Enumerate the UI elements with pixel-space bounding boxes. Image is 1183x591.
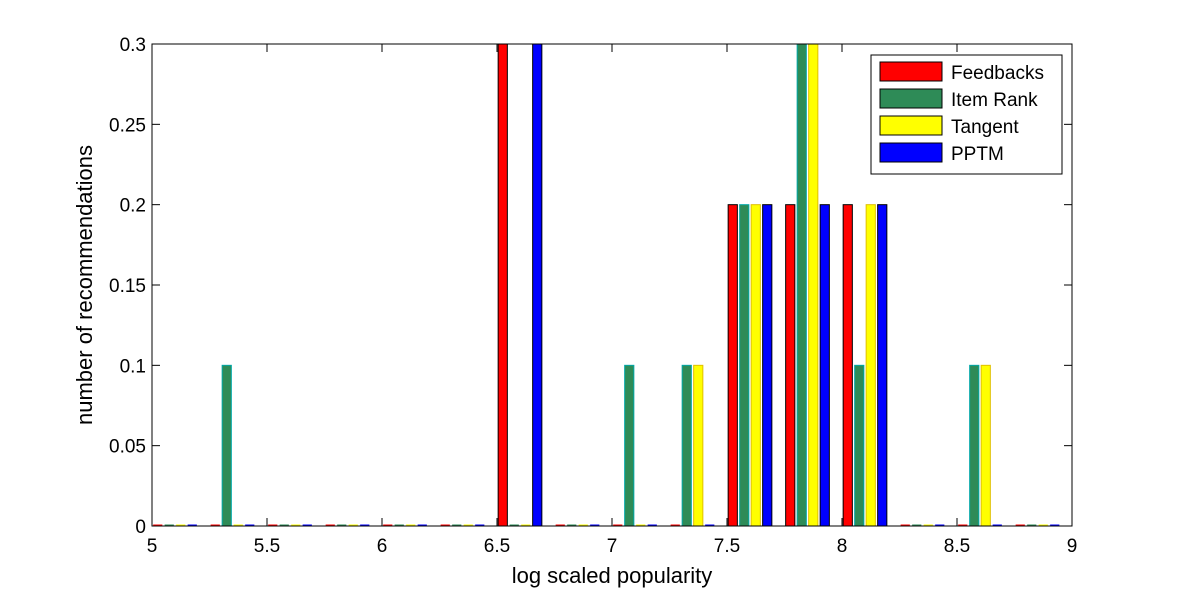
y-tick-label: 0.2: [120, 196, 146, 217]
x-tick-label: 6.5: [484, 536, 510, 557]
bar-feedbacks: [727, 204, 738, 527]
bar-tangent: [808, 43, 819, 527]
bar-feedbacks: [785, 204, 796, 527]
x-tick-label: 7: [607, 536, 618, 557]
bar-item-rank: [624, 364, 635, 527]
x-tick-label: 9: [1067, 536, 1078, 557]
bars-group: [153, 43, 1060, 527]
y-tick-label: 0.25: [109, 115, 146, 136]
bar-item-rank: [969, 364, 980, 527]
bar-tangent: [750, 204, 761, 527]
x-tick-label: 6: [377, 536, 388, 557]
bar-pptm: [819, 204, 830, 527]
bar-pptm: [532, 43, 543, 527]
legend-label-item-rank: Item Rank: [951, 90, 1038, 111]
y-tick-label: 0.1: [120, 356, 146, 377]
x-tick-label: 7.5: [714, 536, 740, 557]
y-tick-label: 0: [135, 517, 146, 538]
legend-swatch-pptm: [879, 142, 943, 163]
bar-pptm: [877, 204, 888, 527]
x-tick-label: 5.5: [254, 536, 280, 557]
bar-item-rank: [681, 364, 692, 527]
legend-swatch-feedbacks: [879, 61, 943, 82]
legend-swatch-tangent: [879, 115, 943, 136]
legend-swatch-item-rank: [879, 88, 943, 109]
y-tick-label: 0.3: [120, 35, 146, 56]
bar-tangent: [865, 204, 876, 527]
bar-feedbacks: [497, 43, 508, 527]
axis-ticks: 5 5.5 6 6.5 7 7.5 8 8.5 9 0 0.05 0.1 0.15 0.2 0.25 0.3: [109, 35, 1077, 557]
x-tick-label: 8: [837, 536, 848, 557]
legend-label-pptm: PPTM: [951, 144, 1004, 165]
bar-pptm: [762, 204, 773, 527]
bar-item-rank: [854, 364, 865, 527]
y-tick-label: 0.05: [109, 437, 146, 458]
y-axis-title: number of recommendations: [72, 145, 97, 425]
y-tick-label: 0.15: [109, 276, 146, 297]
bar-tangent: [693, 364, 704, 527]
x-axis-title: log scaled popularity: [512, 563, 713, 588]
bar-item-rank: [739, 204, 750, 527]
x-tick-label: 8.5: [944, 536, 970, 557]
x-tick-label: 5: [147, 536, 158, 557]
legend: Feedbacks Item Rank Tangent PPTM: [870, 54, 1063, 175]
legend-label-feedbacks: Feedbacks: [951, 63, 1044, 84]
bar-feedbacks: [842, 204, 853, 527]
bar-tangent: [980, 364, 991, 527]
bar-item-rank: [796, 43, 807, 527]
legend-label-tangent: Tangent: [951, 117, 1019, 138]
bar-item-rank: [221, 364, 232, 527]
